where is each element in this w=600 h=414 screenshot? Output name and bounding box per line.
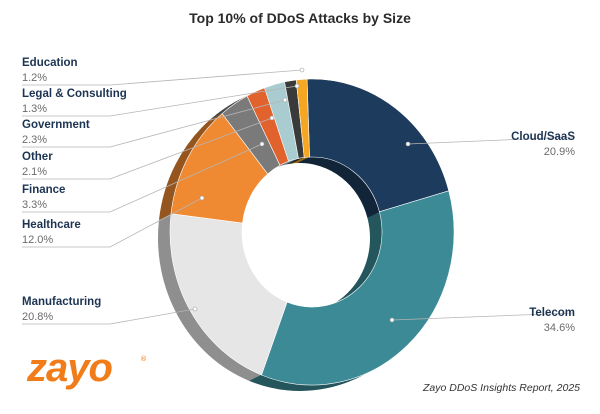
slice-value-healthcare: 12.0% (22, 234, 53, 246)
slice-value-cloud-saas: 20.9% (544, 146, 575, 158)
slice-value-government: 2.3% (22, 134, 47, 146)
slice-label-legal-consulting: Legal & Consulting (22, 88, 127, 100)
slice-label-government: Government (22, 119, 90, 131)
slice-label-telecom: Telecom (529, 307, 575, 319)
leader-line-education (22, 69, 303, 86)
leader-dot-cloud-saas (405, 141, 411, 147)
leader-lines (22, 67, 574, 325)
leader-line-finance (22, 143, 263, 213)
slice-cloud-saas (306, 78, 450, 213)
slice-labels: Cloud/SaaS 20.9% Telecom 34.6% Manufacturing… (22, 57, 575, 334)
slice-telecom (261, 190, 455, 386)
slice-value-other: 2.1% (22, 166, 47, 178)
slice-value-legal-consulting: 1.3% (22, 103, 47, 115)
leader-dot-government (282, 97, 288, 103)
slice-education (295, 78, 310, 158)
slice-label-education: Education (22, 57, 78, 69)
leader-line-healthcare (22, 197, 203, 248)
leader-dot-telecom (389, 317, 395, 323)
leader-line-other (22, 117, 273, 180)
slice-value-manufacturing: 20.8% (22, 311, 53, 323)
source-note: Zayo DDoS Insights Report, 2025 (423, 382, 580, 394)
slice-value-finance: 3.3% (22, 199, 47, 211)
leader-line-manufacturing (22, 308, 196, 325)
leader-line-cloud-saas (407, 136, 574, 145)
slice-label-finance: Finance (22, 184, 65, 196)
slice-value-telecom: 34.6% (544, 322, 575, 334)
slice-label-healthcare: Healthcare (22, 219, 81, 231)
leader-line-government (22, 99, 286, 148)
slice-label-cloud-saas: Cloud/SaaS (511, 131, 575, 143)
leader-dot-legal-consulting (294, 83, 300, 89)
zayo-logo: zayo (27, 346, 113, 390)
slice-label-other: Other (22, 151, 53, 163)
slice-label-manufacturing: Manufacturing (22, 296, 101, 308)
leader-dot-manufacturing (192, 306, 198, 312)
slice-value-education: 1.2% (22, 72, 47, 84)
leader-line-telecom (391, 312, 574, 321)
leader-line-legal-consulting (22, 85, 298, 117)
registered-mark: ® (140, 355, 147, 363)
leader-dot-finance (259, 141, 265, 147)
slice-manufacturing (169, 213, 288, 376)
leader-dot-education (299, 67, 305, 73)
chart-title: Top 10% of DDoS Attacks by Size (189, 10, 411, 26)
donut-slices (169, 78, 455, 386)
leader-dot-other (269, 115, 275, 121)
leader-dot-healthcare (199, 195, 205, 201)
